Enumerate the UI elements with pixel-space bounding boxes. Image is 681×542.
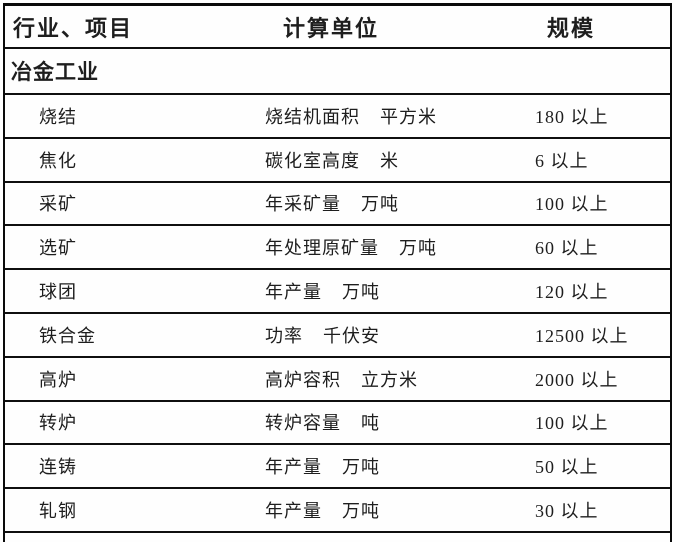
measure-label: 高炉容积	[265, 369, 341, 390]
header-scale: 规模	[501, 11, 670, 43]
table-header-row: 行业、项目 计算单位 规模	[5, 6, 670, 49]
scale-cell: 6 以上	[501, 147, 670, 173]
scale-cell: 180 以上	[501, 103, 670, 129]
measure-label: 转炉容量	[265, 413, 341, 434]
project-cell: 高炉	[5, 366, 253, 392]
unit-label: 千伏安	[323, 325, 380, 346]
table-row: 焦化 碳化室高度米 6 以上	[5, 139, 670, 183]
project-label: 焦化	[39, 150, 77, 171]
unit-label: 立方米	[361, 369, 418, 390]
table-row: 采矿 年采矿量 万吨 100 以上	[5, 183, 670, 227]
scale-label: 30 以上	[535, 501, 599, 522]
scale-label: 100 以上	[535, 413, 609, 434]
unit-label: 米	[380, 150, 399, 171]
unit-label: 万吨	[342, 501, 380, 522]
project-cell: 采矿	[5, 190, 253, 216]
table-row: 铁合金 功率 千伏安 12500 以上	[5, 314, 670, 358]
project-label: 采矿	[39, 194, 77, 215]
header-industry-project: 行业、项目	[5, 11, 253, 43]
project-label: 烧结	[39, 106, 77, 127]
measure-label: 功率	[265, 325, 303, 346]
project-cell: 选矿	[5, 234, 253, 260]
scale-label: 6 以上	[535, 150, 589, 171]
unit-label: 万吨	[361, 194, 399, 215]
measure-label: 年处理原矿量	[265, 238, 379, 259]
scale-cell: 100 以上	[501, 190, 670, 216]
project-cell: 轧钢	[5, 497, 253, 523]
project-label: 高炉	[39, 369, 77, 390]
unit-label: 万吨	[399, 238, 437, 259]
table-row: 球团 年产量 万吨 120 以上	[5, 270, 670, 314]
project-label: 球团	[39, 282, 77, 303]
unit-cell: 年产量 万吨	[253, 497, 501, 523]
project-label: 转炉	[39, 413, 77, 434]
unit-label: 吨	[361, 413, 380, 434]
scale-cell: 120 以上	[501, 278, 670, 304]
header-scale-label: 规模	[547, 15, 596, 41]
table-row: 高炉 高炉容积 立方米 2000 以上	[5, 358, 670, 402]
unit-cell: 年采矿量 万吨	[253, 190, 501, 216]
unit-cell: 烧结机面积 平方米	[253, 103, 501, 129]
measure-label: 碳化室高度	[265, 150, 360, 171]
header-calc-unit: 计算单位	[253, 11, 501, 43]
scale-label: 2000 以上	[535, 369, 619, 390]
table-row: 烧结 烧结机面积 平方米 180 以上	[5, 95, 670, 139]
unit-cell: 转炉容量吨	[253, 409, 501, 435]
measure-label: 烧结机面积	[265, 106, 360, 127]
unit-cell: 功率 千伏安	[253, 322, 501, 348]
project-cell: 球团	[5, 278, 253, 304]
unit-label: 平方米	[380, 106, 437, 127]
measure-label: 年产量	[265, 457, 322, 478]
header-industry-project-label: 行业、项目	[13, 15, 134, 41]
project-label: 铁合金	[39, 325, 96, 346]
table-row: 轧钢 年产量 万吨 30 以上	[5, 489, 670, 533]
project-cell: 连铸	[5, 453, 253, 479]
unit-cell: 年产量 万吨	[253, 278, 501, 304]
measure-label: 年采矿量	[265, 194, 341, 215]
project-label: 轧钢	[39, 501, 77, 522]
project-cell: 焦化	[5, 147, 253, 173]
scale-cell: 60 以上	[501, 234, 670, 260]
scale-label: 180 以上	[535, 106, 609, 127]
measure-label: 年产量	[265, 501, 322, 522]
scale-label: 60 以上	[535, 238, 599, 259]
project-cell: 转炉	[5, 409, 253, 435]
unit-label: 万吨	[342, 457, 380, 478]
scale-cell: 2000 以上	[501, 366, 670, 392]
project-cell: 烧结	[5, 103, 253, 129]
table-row: 选矿 年处理原矿量 万吨 60 以上	[5, 226, 670, 271]
scale-cell: 100 以上	[501, 409, 670, 435]
section-row-metallurgy: 冶金工业	[5, 49, 670, 95]
measure-label: 年产量	[265, 282, 322, 303]
scale-label: 100 以上	[535, 194, 609, 215]
project-label: 连铸	[39, 457, 77, 478]
unit-cell: 年产量 万吨	[253, 453, 501, 479]
scale-cell: 50 以上	[501, 453, 670, 479]
project-cell: 铁合金	[5, 322, 253, 348]
project-label: 选矿	[39, 238, 77, 259]
scale-cell: 12500 以上	[501, 322, 670, 348]
table-body: 烧结 烧结机面积 平方米 180 以上 焦化 碳化室高度米 6 以上 采矿 年采矿…	[5, 95, 670, 533]
scale-label: 50 以上	[535, 457, 599, 478]
header-calc-unit-label: 计算单位	[283, 15, 380, 41]
table-row: 连铸 年产量 万吨 50 以上	[5, 445, 670, 490]
partial-row-cutoff	[5, 533, 670, 542]
section-title-cell: 冶金工业	[5, 56, 670, 86]
scale-cell: 30 以上	[501, 497, 670, 523]
unit-cell: 碳化室高度米	[253, 147, 501, 173]
industry-scale-table: 行业、项目 计算单位 规模 冶金工业 烧结 烧结机面积 平方米 180 以上 焦化…	[3, 3, 672, 542]
unit-cell: 高炉容积 立方米	[253, 366, 501, 392]
unit-cell: 年处理原矿量 万吨	[253, 234, 501, 260]
section-title-label: 冶金工业	[11, 60, 99, 84]
table-row: 转炉 转炉容量吨 100 以上	[5, 402, 670, 446]
unit-label: 万吨	[342, 282, 380, 303]
scale-label: 120 以上	[535, 282, 609, 303]
scale-label: 12500 以上	[535, 325, 629, 346]
